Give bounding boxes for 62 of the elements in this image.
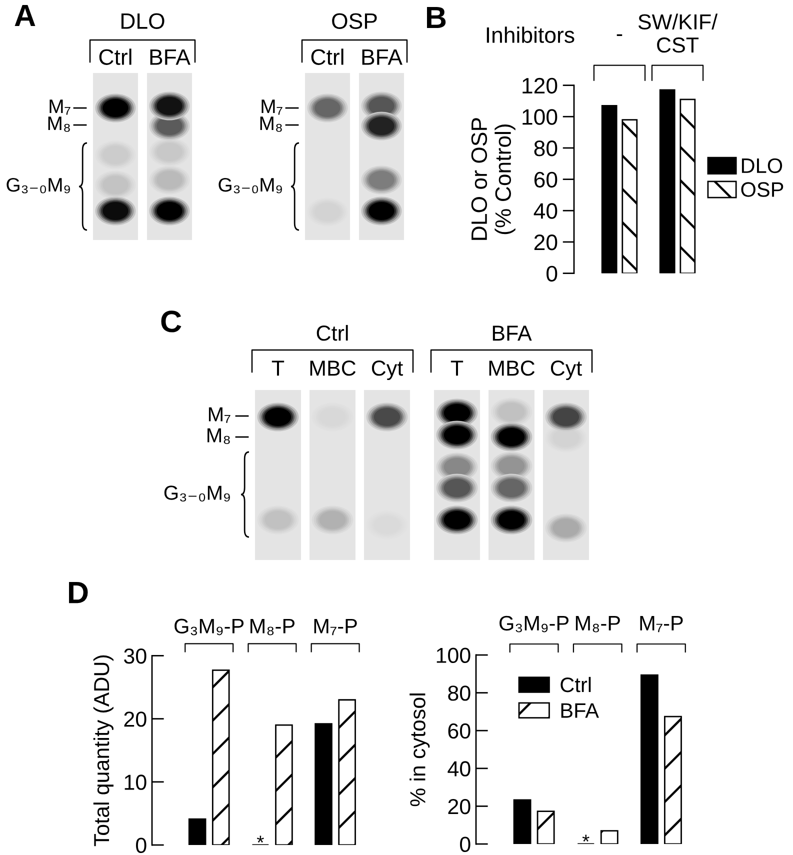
y-tick-label: 0 [460, 836, 470, 852]
x-axis-title: Inhibitors [486, 26, 574, 43]
legend-label: OSP [741, 182, 784, 197]
x-tick-label: M₈-P [576, 616, 620, 632]
category-label: MBC [489, 360, 535, 376]
y-tick-label: 0 [136, 838, 146, 854]
x-tick-label: SW/KIF/ CST [638, 14, 718, 53]
category-label: MBC [310, 360, 356, 376]
y-tick-label: 40 [534, 203, 558, 219]
category-label: G₃₋₀M₉ [164, 486, 230, 502]
category-label: M₇ [262, 100, 282, 115]
x-tick-label: - [616, 34, 622, 36]
text: BFA [492, 326, 532, 341]
category-label: M₈ [48, 116, 70, 132]
y-tick-label: 120 [522, 78, 558, 94]
y-tick-label: 40 [448, 761, 470, 776]
category-label: Ctrl [99, 48, 132, 65]
y-tick-label: 20 [448, 798, 470, 814]
y-tick-label: 100 [436, 648, 470, 664]
y-tick-label: 60 [534, 172, 558, 188]
y-tick-label: 20 [534, 234, 558, 250]
x-tick-label: M₇-P [640, 616, 683, 632]
x-tick-label: G₃M₉-P [174, 618, 244, 636]
category-label: G₃₋₀M₉ [6, 178, 70, 194]
text: C [161, 310, 182, 332]
annotation: * [582, 834, 590, 842]
category-label: Cyt [550, 360, 582, 380]
chart-title: D [69, 582, 88, 604]
legend-label: Ctrl [560, 676, 591, 692]
y-tick-label: 80 [534, 140, 558, 156]
legend-label: DLO [742, 158, 782, 174]
y-tick-label: 20 [124, 712, 146, 727]
legend-label: BFA [561, 703, 599, 718]
category-label: T [272, 360, 284, 376]
category-label: M₈ [208, 428, 230, 444]
category-label: Ctrl [311, 48, 344, 65]
y-tick-label: 100 [522, 109, 558, 125]
category-label: BFA [150, 49, 190, 65]
category-label: G₃₋₀M₉ [218, 178, 282, 194]
x-tick-label: G₃M₉-P [500, 616, 569, 632]
y-tick-label: 60 [448, 723, 470, 739]
category-label: Cyt [372, 360, 403, 380]
text: DLO [121, 13, 164, 29]
x-tick-label: M₇-P [314, 618, 357, 636]
category-label: M₇ [208, 407, 230, 423]
y-axis-title: DLO or OSP (% Control) [471, 118, 516, 240]
x-tick-label: M₈-P [250, 618, 295, 636]
text: Ctrl [316, 324, 348, 341]
y-tick-label: 0 [546, 266, 558, 282]
chart-title: B [426, 6, 446, 28]
y-axis-title: Total quantity (ADU) [93, 655, 114, 846]
category-label: M₇ [50, 100, 70, 115]
y-tick-label: 80 [448, 686, 470, 701]
category-label: M₈ [260, 116, 282, 132]
y-tick-label: 30 [124, 648, 146, 664]
category-label: T [450, 360, 464, 376]
annotation: * [256, 836, 264, 843]
text: OSP [332, 13, 377, 29]
y-axis-title: % in cytosol [410, 694, 430, 806]
text: A [14, 4, 36, 26]
category-label: BFA [362, 49, 402, 65]
y-tick-label: 10 [124, 774, 146, 790]
